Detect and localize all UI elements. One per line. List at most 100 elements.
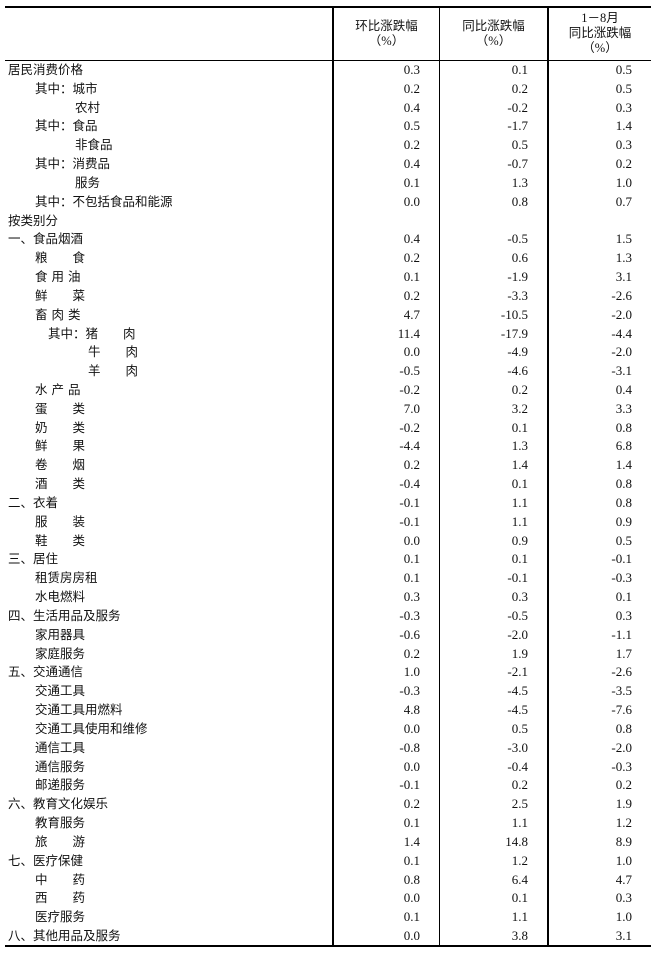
cell-yoy: 1.1 [439, 907, 548, 927]
cell-mom: -4.4 [332, 437, 440, 456]
cell-mom: 0.0 [332, 926, 440, 947]
table-row: 酒 类 -0.4 0.1 0.8 [5, 474, 651, 494]
cell-yoy: 2.5 [439, 794, 548, 814]
table-row: 教育服务 0.1 1.1 1.2 [5, 813, 651, 833]
cell-mom: 0.8 [332, 870, 440, 889]
row-label: 其中：食品 [35, 118, 98, 134]
cell-yoy: -0.5 [439, 606, 548, 626]
table-row: 其中：城市 0.2 0.2 0.5 [5, 79, 651, 99]
cell-ytd: -7.6 [547, 700, 651, 720]
cell-yoy: 0.2 [439, 775, 548, 795]
table-row: 租赁房房租 0.1 -0.1 -0.3 [5, 568, 651, 588]
row-label: 租赁房房租 [35, 570, 98, 586]
cell-yoy: 0.1 [439, 888, 548, 908]
cell-ytd: -2.6 [547, 663, 651, 682]
row-label: 服 装 [35, 513, 86, 529]
cell-yoy: -4.5 [439, 681, 548, 701]
row-label: 按类别分 [8, 212, 59, 228]
row-label: 卷 烟 [35, 457, 86, 473]
row-label: 七、医疗保健 [8, 852, 84, 868]
cell-yoy: -10.5 [439, 305, 548, 325]
cell-yoy: 1.1 [439, 512, 548, 532]
cell-ytd: -2.0 [547, 342, 651, 362]
table-row: 羊 肉 -0.5 -4.6 -3.1 [5, 361, 651, 381]
cell-mom: -0.8 [332, 738, 440, 758]
row-label: 家用器具 [35, 626, 86, 642]
cell-mom: 0.2 [332, 644, 440, 663]
cell-yoy: -3.3 [439, 286, 548, 306]
cell-ytd: 0.9 [547, 512, 651, 532]
cell-mom: 0.2 [332, 135, 440, 155]
row-label: 鲜 菜 [35, 287, 86, 303]
cell-ytd: 0.8 [547, 418, 651, 438]
cell-yoy: 0.2 [439, 380, 548, 400]
table-row: 邮递服务 -0.1 0.2 0.2 [5, 775, 651, 795]
header-yoy: 同比涨跌幅 （%） [439, 7, 548, 60]
header-text: 1－8月 [581, 11, 619, 26]
table-row: 水电燃料 0.3 0.3 0.1 [5, 587, 651, 607]
table-row: 卷 烟 0.2 1.4 1.4 [5, 455, 651, 475]
header-mom: 环比涨跌幅 （%） [332, 7, 440, 60]
cell-yoy: -0.7 [439, 154, 548, 174]
table-row: 七、医疗保健 0.1 1.2 1.0 [5, 851, 651, 871]
table-row: 家庭服务 0.2 1.9 1.7 [5, 644, 651, 663]
cell-ytd: 0.3 [547, 98, 651, 117]
cell-ytd: 1.3 [547, 248, 651, 268]
cell-yoy: -0.4 [439, 757, 548, 776]
cell-ytd: 0.8 [547, 719, 651, 739]
table-row: 牛 肉 0.0 -4.9 -2.0 [5, 342, 651, 362]
row-label: 奶 类 [35, 419, 86, 435]
cell-mom: -0.1 [332, 512, 440, 532]
cell-ytd: 0.8 [547, 474, 651, 494]
cell-mom: 1.0 [332, 663, 440, 682]
cell-ytd: 0.2 [547, 154, 651, 174]
cell-yoy: 0.1 [439, 60, 548, 80]
cell-ytd: 3.1 [547, 926, 651, 947]
cell-mom: 0.4 [332, 98, 440, 117]
table-row: 鲜 菜 0.2 -3.3 -2.6 [5, 286, 651, 306]
cell-yoy: 3.2 [439, 399, 548, 419]
cell-yoy: 0.5 [439, 719, 548, 739]
cell-ytd: -2.0 [547, 738, 651, 758]
cell-ytd: -1.1 [547, 625, 651, 645]
table-row: 其中：消费品 0.4 -0.7 0.2 [5, 154, 651, 174]
cell-yoy: -0.1 [439, 568, 548, 588]
cell-ytd: -0.3 [547, 568, 651, 588]
cell-mom: -0.2 [332, 418, 440, 438]
cell-yoy: 0.8 [439, 192, 548, 212]
cpi-table: 环比涨跌幅 （%） 同比涨跌幅 （%） 1－8月 同比涨跌幅 （%） 居民消费价… [5, 6, 651, 947]
row-label: 鲜 果 [35, 438, 86, 454]
row-label: 羊 肉 [88, 363, 139, 379]
cell-yoy: 1.3 [439, 437, 548, 456]
cell-mom: 0.1 [332, 267, 440, 287]
cell-mom: 0.0 [332, 342, 440, 362]
row-label: 交通工具使用和维修 [35, 720, 148, 736]
table-row: 蛋 类 7.0 3.2 3.3 [5, 399, 651, 419]
cell-mom: 0.2 [332, 794, 440, 814]
table-row: 中 药 0.8 6.4 4.7 [5, 870, 651, 889]
row-label: 通信工具 [35, 739, 86, 755]
cell-yoy: 6.4 [439, 870, 548, 889]
cell-ytd: 1.0 [547, 851, 651, 871]
row-label: 粮 食 [35, 250, 86, 266]
cell-yoy: 1.9 [439, 644, 548, 663]
row-label: 居民消费价格 [8, 61, 84, 77]
row-label: 酒 类 [35, 476, 86, 492]
cell-yoy: 0.9 [439, 531, 548, 551]
cell-mom: 0.1 [332, 550, 440, 569]
cell-ytd: 1.7 [547, 644, 651, 663]
cell-mom: 0.3 [332, 60, 440, 80]
cell-mom: -0.2 [332, 380, 440, 400]
cell-mom: 0.1 [332, 813, 440, 833]
table-row: 交通工具 -0.3 -4.5 -3.5 [5, 681, 651, 701]
cell-mom: -0.5 [332, 361, 440, 381]
table-row: 通信服务 0.0 -0.4 -0.3 [5, 757, 651, 776]
cell-mom: 0.0 [332, 757, 440, 776]
cell-yoy: -2.1 [439, 663, 548, 682]
cell-yoy: -2.0 [439, 625, 548, 645]
row-label: 非食品 [75, 137, 113, 153]
cell-mom: 0.2 [332, 286, 440, 306]
table-row: 粮 食 0.2 0.6 1.3 [5, 248, 651, 268]
cell-yoy: 0.1 [439, 550, 548, 569]
row-label: 一、食品烟酒 [8, 231, 84, 247]
